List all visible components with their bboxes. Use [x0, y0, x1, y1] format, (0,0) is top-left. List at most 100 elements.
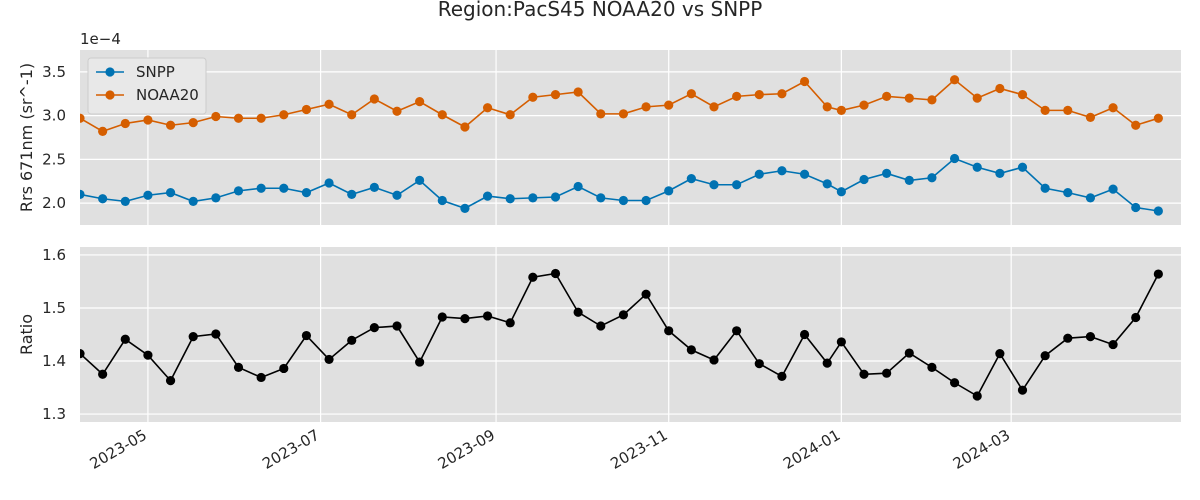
ratio-series-point	[1040, 351, 1050, 361]
noaa20-series-point	[904, 93, 914, 103]
noaa20-series-point	[482, 103, 493, 113]
ratio-series-point	[1153, 269, 1163, 279]
noaa20-series-point	[188, 118, 198, 128]
noaa20-series-point	[211, 111, 221, 122]
snpp-series-point	[120, 196, 130, 206]
ratio-series-point	[550, 268, 561, 279]
snpp-series-point	[573, 181, 583, 192]
noaa20-series-point	[799, 76, 810, 87]
snpp-series-point	[98, 194, 108, 204]
ratio-series-point	[1085, 332, 1096, 342]
snpp-series-point	[482, 191, 493, 201]
snpp-series-point	[927, 173, 937, 183]
plot-background	[80, 50, 1181, 225]
snpp-series-point	[754, 169, 764, 179]
y-tick-label: 1.4	[42, 352, 66, 370]
series-group	[80, 75, 1163, 216]
noaa20-series-point	[836, 105, 846, 115]
snpp-series-point	[882, 168, 892, 178]
noaa20-series-point	[505, 110, 515, 120]
noaa20-series-point	[995, 83, 1005, 94]
snpp-series-point	[301, 188, 312, 198]
x-tick-label: 2023-07	[259, 426, 322, 473]
y-tick-label: 3.0	[42, 107, 66, 125]
snpp-series-point	[596, 193, 606, 203]
snpp-series-point	[1085, 193, 1096, 203]
ratio-series-point	[777, 371, 787, 381]
snpp-series-point	[1153, 206, 1163, 216]
x-tick-label: 2023-11	[607, 426, 670, 473]
ratio-series-point	[754, 359, 764, 369]
ratio-series-point	[437, 312, 447, 322]
rrs-panel: 2.0 2.5 3.0 3.5 Rrs 671nm (sr^-1) 1e−4 SNPP NOA…	[17, 30, 1181, 225]
ratio-series-point	[415, 357, 425, 367]
ratio-series-point	[596, 321, 606, 331]
ratio-series-point	[392, 321, 402, 331]
series-group	[80, 268, 1163, 401]
noaa20-series-point	[460, 122, 470, 132]
ratio-series-point	[995, 348, 1005, 359]
noaa20-series-point	[664, 100, 674, 110]
noaa20-series-point	[392, 106, 402, 116]
chart-panels: 2.0 2.5 3.0 3.5 Rrs 671nm (sr^-1) 1e−4 SNPP NOA…	[17, 30, 1181, 473]
legend-label-noaa20: NOAA20	[136, 86, 199, 104]
ratio-series-point	[460, 313, 470, 324]
noaa20-series-point	[1040, 105, 1050, 115]
snpp-series-point	[686, 174, 696, 184]
noaa20-series-point	[1108, 103, 1118, 113]
snpp-series-point	[528, 193, 538, 203]
legend-marker-snpp	[105, 67, 115, 77]
legend-label-snpp: SNPP	[136, 63, 175, 81]
ratio-series-point	[822, 358, 832, 368]
noaa20-series-point	[437, 110, 447, 120]
noaa20-series-point	[80, 113, 85, 123]
snpp-series-point	[415, 175, 425, 185]
ratio-series-point	[732, 326, 742, 336]
snpp-series-point	[211, 193, 221, 203]
noaa20-series-point	[98, 126, 108, 136]
ratio-series-point	[143, 350, 153, 360]
ratio-series-point	[972, 391, 982, 401]
noaa20-series-point	[732, 91, 742, 101]
ratio-panel: 2023-05 2023-07 2023-09 2023-11 2024-01 2024-…	[17, 246, 1181, 473]
noaa20-series-point	[641, 102, 651, 112]
ratio-series-point	[233, 362, 244, 372]
noaa20-series-point	[618, 109, 629, 119]
ratio-series-point	[618, 310, 629, 320]
snpp-series-point	[641, 195, 651, 206]
noaa20-series-point	[754, 90, 764, 100]
legend: SNPP NOAA20	[87, 57, 207, 115]
snpp-series-point	[165, 188, 176, 198]
ratio-series-point	[709, 355, 719, 365]
noaa20-series-point	[256, 113, 266, 123]
ratio-series-point	[1108, 339, 1118, 350]
snpp-series-point	[460, 203, 470, 213]
snpp-series-point	[904, 175, 914, 185]
noaa20-series-point	[777, 89, 787, 99]
ratio-series-point	[528, 272, 538, 282]
snpp-series-point	[392, 190, 402, 200]
ratio-series-point	[211, 329, 221, 339]
snpp-series-point	[777, 166, 787, 176]
snpp-series-point	[143, 190, 153, 200]
snpp-series-point	[1108, 184, 1118, 194]
ratio-series-point	[573, 307, 583, 317]
snpp-series-point	[1040, 183, 1050, 193]
ratio-series-point	[188, 332, 198, 342]
snpp-series-point	[256, 183, 266, 193]
snpp-series-point	[618, 195, 629, 206]
snpp-series-point	[1063, 188, 1073, 198]
ratio-series-point	[949, 378, 960, 388]
scale-exponent-label: 1e−4	[80, 30, 121, 48]
snpp-series-point	[233, 186, 244, 196]
noaa20-series-point	[709, 102, 719, 112]
ratio-series-point	[1131, 312, 1141, 323]
snpp-series-point	[279, 183, 289, 193]
y-tick-label: 2.5	[42, 150, 66, 168]
x-tick-label: 2024-01	[780, 426, 843, 473]
y-tick-label: 1.5	[42, 299, 66, 317]
snpp-series-point	[664, 186, 674, 196]
snpp-series-point	[822, 179, 832, 189]
y-axis-label: Rrs 671nm (sr^-1)	[17, 63, 36, 212]
noaa20-series-point	[882, 91, 892, 101]
